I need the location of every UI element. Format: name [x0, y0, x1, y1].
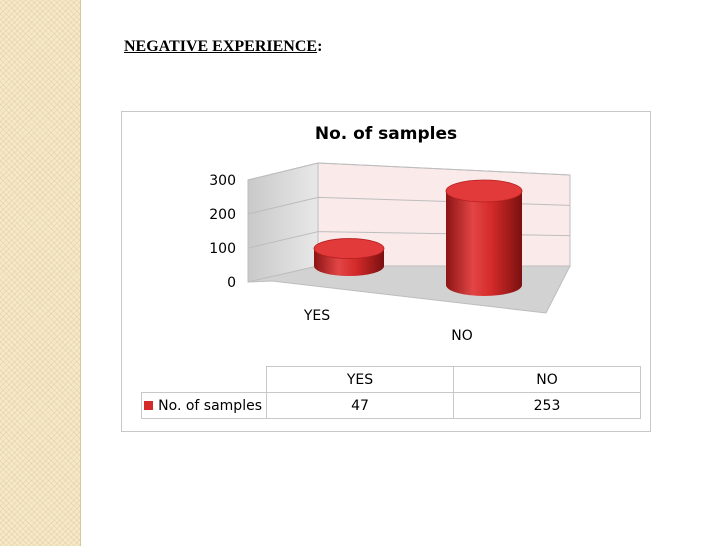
heading-colon: :: [317, 38, 323, 55]
bar-body: [446, 191, 522, 296]
heading-text: NEGATIVE EXPERIENCE: [124, 38, 318, 55]
table-header-cell: NO: [453, 366, 641, 393]
legend-swatch: [144, 401, 154, 410]
table-header-row: YES NO: [142, 366, 641, 393]
table-header-cell: YES: [266, 366, 454, 393]
y-tick-label: 100: [209, 241, 236, 257]
x-tick-label: YES: [303, 308, 330, 324]
bar-yes: [313, 238, 385, 276]
side-wall: [247, 162, 319, 283]
table-row: No. of samples 47 253: [141, 392, 641, 419]
legend-label: No. of samples: [158, 397, 262, 414]
data-table: YES NO No. of samples 47 253: [141, 366, 641, 419]
table-corner: [142, 367, 267, 393]
bar-no: [445, 179, 523, 296]
y-tick-label: 200: [209, 207, 236, 223]
y-tick-label: 0: [227, 275, 236, 291]
bar-top: [313, 238, 385, 259]
bar-top: [445, 179, 523, 203]
table-value-cell: 47: [266, 392, 454, 419]
bars: [313, 179, 523, 296]
gridline: [247, 162, 571, 181]
x-tick-label: NO: [451, 328, 473, 344]
chart-title: No. of samples: [315, 124, 457, 144]
y-axis-ticks: 0 100 200 300: [209, 173, 236, 291]
decorative-left-strip: [0, 0, 81, 546]
legend-entry: No. of samples: [141, 392, 267, 419]
page-heading: NEGATIVE EXPERIENCE:: [124, 38, 322, 56]
table-value-cell: 253: [453, 392, 641, 419]
y-tick-label: 300: [209, 173, 236, 189]
